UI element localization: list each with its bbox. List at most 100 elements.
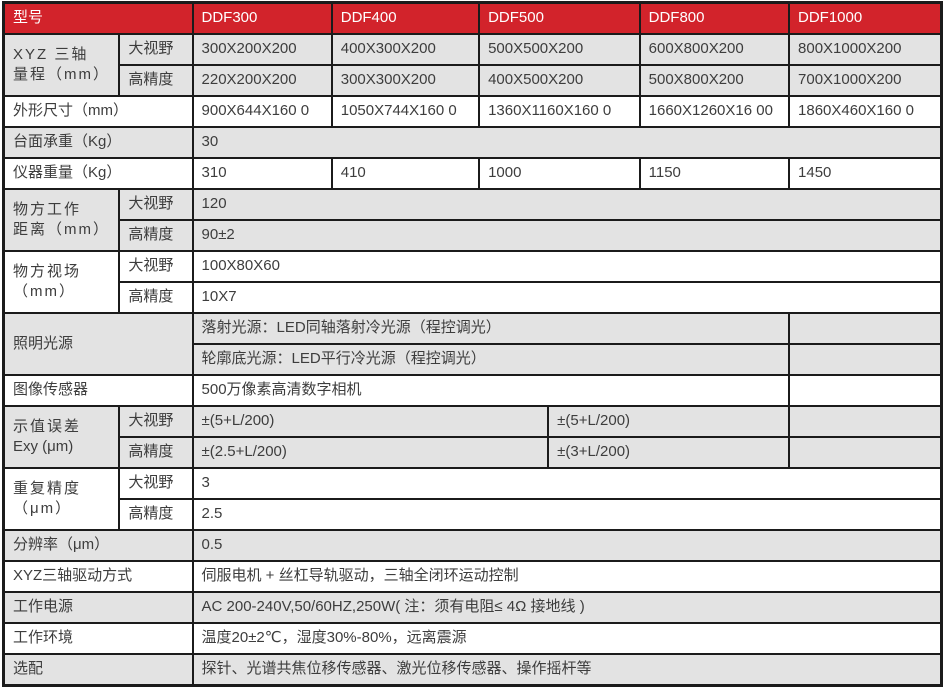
options-label: 选配: [2, 653, 194, 687]
xyz-range-label-line1: XYZ 三轴: [13, 46, 89, 63]
image-sensor-empty-cell: [788, 374, 943, 407]
row-illumination-1: 照明光源 落射光源：LED同轴落射冷光源（程控调光）: [2, 312, 943, 376]
indication-error-label-line2: Exy (μm): [13, 438, 74, 455]
repeatability-label-line1: 重复精度: [13, 480, 82, 497]
repeatability-label-line2: （μm）: [13, 500, 73, 517]
field-of-view-label-line2: （mm）: [13, 283, 76, 300]
weight-ddf500: 1000: [478, 157, 641, 190]
sublabel-high-precision: 高精度: [118, 281, 194, 314]
xyz-range-large-ddf500: 500X500X200: [478, 33, 641, 66]
indication-error-label: 示值误差 Exy (μm): [2, 405, 121, 469]
row-environment: 工作环境 温度20±2℃，湿度30%-80%，远离震源: [2, 622, 943, 655]
indication-error-high-left: ±(2.5+L/200): [191, 436, 550, 469]
header-model-ddf300: DDF300: [191, 1, 333, 35]
xyz-range-high-ddf500: 400X500X200: [478, 64, 641, 97]
row-repeatability-large: 重复精度 （μm） 大视野 3: [2, 467, 943, 531]
environment-label: 工作环境: [2, 622, 194, 655]
row-drive: XYZ三轴驱动方式 伺服电机 + 丝杠导轨驱动，三轴全闭环运动控制: [2, 560, 943, 593]
image-sensor-label: 图像传感器: [2, 374, 194, 407]
illumination-epi-value: 落射光源：LED同轴落射冷光源（程控调光）: [191, 312, 791, 345]
sublabel-large-fov: 大视野: [118, 250, 194, 283]
xyz-range-high-ddf300: 220X200X200: [191, 64, 333, 97]
sublabel-large-fov: 大视野: [118, 405, 194, 438]
row-indication-error-large: 示值误差 Exy (μm) 大视野 ±(5+L/200) ±(5+L/200): [2, 405, 943, 469]
indication-error-empty-cell: [788, 405, 943, 438]
options-value: 探针、光谱共焦位移传感器、激光位移传感器、操作摇杆等: [191, 653, 943, 687]
header-row: 型号 DDF300 DDF400 DDF500 DDF800 DDF1000: [2, 1, 943, 35]
illumination-empty-cell: [788, 312, 943, 345]
header-model-ddf400: DDF400: [330, 1, 481, 35]
row-table-load: 台面承重（Kg） 30: [2, 126, 943, 159]
dimensions-ddf500: 1360X1160X160 0: [478, 95, 641, 128]
working-distance-label-line1: 物方工作: [13, 201, 82, 218]
row-working-distance-large: 物方工作 距离（mm） 大视野 120: [2, 188, 943, 252]
resolution-label: 分辨率（μm）: [2, 529, 194, 562]
dimensions-label: 外形尺寸（mm）: [2, 95, 194, 128]
xyz-range-large-ddf400: 400X300X200: [330, 33, 481, 66]
indication-error-high-right: ±(3+L/200): [547, 436, 791, 469]
weight-ddf800: 1150: [638, 157, 791, 190]
header-model-ddf500: DDF500: [478, 1, 641, 35]
row-options: 选配 探针、光谱共焦位移传感器、激光位移传感器、操作摇杆等: [2, 653, 943, 687]
row-repeatability-high: 高精度 2.5: [4, 498, 943, 531]
row-xyz-range-large: XYZ 三轴 量程（mm） 大视野 300X200X200 400X300X20…: [2, 33, 943, 97]
indication-error-large-left: ±(5+L/200): [191, 405, 550, 438]
row-field-of-view-large: 物方视场 （mm） 大视野 100X80X60: [2, 250, 943, 314]
xyz-range-label-line2: 量程（mm）: [13, 66, 110, 83]
indication-error-empty-cell: [788, 436, 943, 469]
header-model-ddf800: DDF800: [638, 1, 791, 35]
sublabel-high-precision: 高精度: [118, 219, 194, 252]
xyz-range-label: XYZ 三轴 量程（mm）: [2, 33, 121, 97]
table-load-value: 30: [191, 126, 943, 159]
weight-ddf300: 310: [191, 157, 333, 190]
row-xyz-range-high: 高精度 220X200X200 300X300X200 400X500X200 …: [4, 64, 943, 97]
xyz-range-large-ddf800: 600X800X200: [638, 33, 791, 66]
illumination-label: 照明光源: [2, 312, 194, 376]
sublabel-high-precision: 高精度: [118, 498, 194, 531]
indication-error-large-right: ±(5+L/200): [547, 405, 791, 438]
drive-label: XYZ三轴驱动方式: [2, 560, 194, 593]
field-of-view-label: 物方视场 （mm）: [2, 250, 121, 314]
power-label: 工作电源: [2, 591, 194, 624]
sublabel-large-fov: 大视野: [118, 467, 194, 500]
sublabel-high-precision: 高精度: [118, 64, 194, 97]
weight-ddf1000: 1450: [788, 157, 943, 190]
header-model-ddf1000: DDF1000: [788, 1, 943, 35]
working-distance-label-line2: 距离（mm）: [13, 221, 110, 238]
row-weight: 仪器重量（Kg） 310 410 1000 1150 1450: [2, 157, 943, 190]
working-distance-high-value: 90±2: [191, 219, 943, 252]
row-dimensions: 外形尺寸（mm） 900X644X160 0 1050X744X160 0 13…: [2, 95, 943, 128]
table-load-label: 台面承重（Kg）: [2, 126, 194, 159]
weight-ddf400: 410: [330, 157, 481, 190]
field-of-view-high-value: 10X7: [191, 281, 943, 314]
row-resolution: 分辨率（μm） 0.5: [2, 529, 943, 562]
repeatability-label: 重复精度 （μm）: [2, 467, 121, 531]
illumination-empty-cell: [788, 343, 943, 376]
power-value: AC 200-240V,50/60HZ,250W( 注：须有电阻≤ 4Ω 接地线…: [191, 591, 943, 624]
xyz-range-high-ddf1000: 700X1000X200: [788, 64, 943, 97]
sublabel-large-fov: 大视野: [118, 33, 194, 66]
dimensions-ddf400: 1050X744X160 0: [330, 95, 481, 128]
row-illumination-2: 轮廓底光源：LED平行冷光源（程控调光）: [4, 343, 943, 376]
field-of-view-label-line1: 物方视场: [13, 263, 82, 280]
working-distance-large-value: 120: [191, 188, 943, 221]
sublabel-high-precision: 高精度: [118, 436, 194, 469]
xyz-range-high-ddf800: 500X800X200: [638, 64, 791, 97]
xyz-range-large-ddf1000: 800X1000X200: [788, 33, 943, 66]
illumination-contour-value: 轮廓底光源：LED平行冷光源（程控调光）: [191, 343, 791, 376]
sublabel-large-fov: 大视野: [118, 188, 194, 221]
field-of-view-large-value: 100X80X60: [191, 250, 943, 283]
xyz-range-high-ddf400: 300X300X200: [330, 64, 481, 97]
indication-error-label-line1: 示值误差: [13, 418, 82, 435]
dimensions-ddf800: 1660X1260X16 00: [638, 95, 791, 128]
xyz-range-large-ddf300: 300X200X200: [191, 33, 333, 66]
row-working-distance-high: 高精度 90±2: [4, 219, 943, 252]
weight-label: 仪器重量（Kg）: [2, 157, 194, 190]
repeatability-high-value: 2.5: [191, 498, 943, 531]
drive-value: 伺服电机 + 丝杠导轨驱动，三轴全闭环运动控制: [191, 560, 943, 593]
resolution-value: 0.5: [191, 529, 943, 562]
row-indication-error-high: 高精度 ±(2.5+L/200) ±(3+L/200): [4, 436, 943, 469]
environment-value: 温度20±2℃，湿度30%-80%，远离震源: [191, 622, 943, 655]
image-sensor-value: 500万像素高清数字相机: [191, 374, 791, 407]
